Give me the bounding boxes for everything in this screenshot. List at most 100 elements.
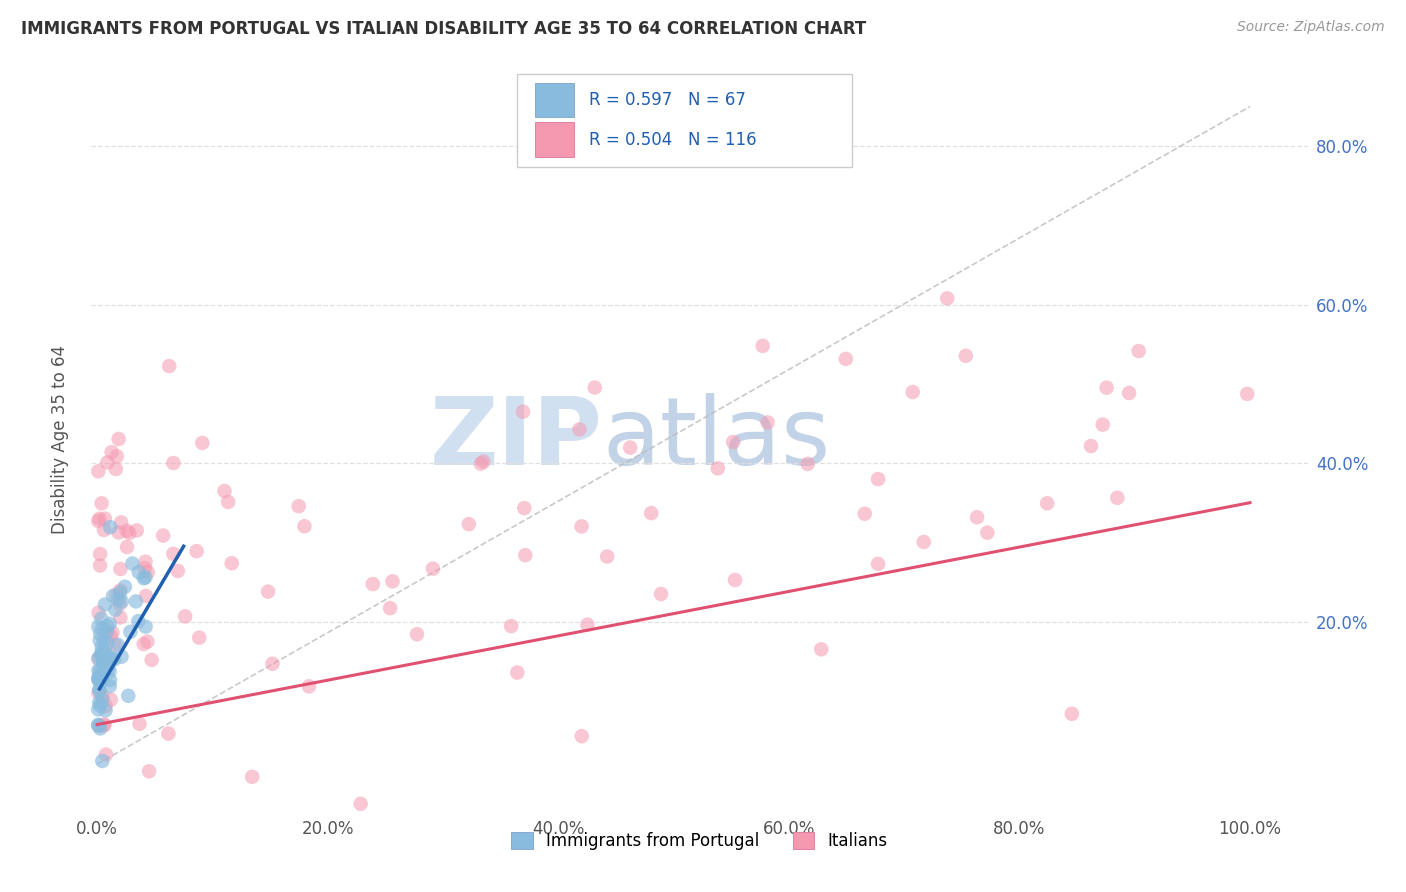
Point bbox=[115, 540, 138, 554]
Point bbox=[94, 646, 117, 660]
Point bbox=[186, 544, 208, 558]
Point bbox=[135, 555, 157, 569]
Point bbox=[1080, 439, 1102, 453]
Point bbox=[107, 592, 129, 607]
Point bbox=[120, 624, 142, 639]
Point bbox=[108, 583, 131, 598]
Point bbox=[91, 692, 114, 706]
FancyBboxPatch shape bbox=[536, 122, 574, 157]
Point bbox=[117, 689, 139, 703]
Point bbox=[107, 432, 129, 446]
Point bbox=[89, 633, 111, 648]
Point bbox=[87, 664, 110, 678]
Point bbox=[350, 797, 373, 811]
Point bbox=[89, 648, 111, 663]
Point bbox=[132, 571, 155, 585]
Point bbox=[796, 457, 818, 471]
Point bbox=[936, 291, 959, 305]
Point bbox=[724, 573, 747, 587]
Point bbox=[115, 524, 138, 538]
Point bbox=[87, 514, 110, 528]
Point bbox=[91, 621, 114, 635]
Text: atlas: atlas bbox=[602, 393, 831, 485]
FancyBboxPatch shape bbox=[517, 74, 852, 168]
Point bbox=[96, 456, 118, 470]
Point bbox=[157, 359, 180, 373]
Point bbox=[91, 689, 114, 703]
Point bbox=[89, 698, 111, 713]
Point bbox=[87, 686, 110, 700]
Point bbox=[121, 557, 143, 571]
Point bbox=[721, 435, 744, 450]
Point bbox=[512, 405, 534, 419]
Point bbox=[103, 652, 125, 666]
Point bbox=[89, 512, 111, 526]
Point bbox=[571, 519, 593, 533]
Point bbox=[89, 627, 111, 641]
Point bbox=[583, 380, 606, 394]
Point bbox=[174, 609, 197, 624]
Point bbox=[506, 665, 529, 680]
Text: Source: ZipAtlas.com: Source: ZipAtlas.com bbox=[1237, 20, 1385, 34]
Point bbox=[568, 422, 591, 436]
Point bbox=[94, 703, 117, 717]
Point bbox=[93, 650, 115, 665]
Point bbox=[955, 349, 977, 363]
Point bbox=[513, 501, 536, 516]
Point bbox=[101, 589, 124, 603]
Point bbox=[214, 483, 236, 498]
Point bbox=[93, 633, 115, 648]
Point bbox=[87, 718, 110, 732]
Point bbox=[90, 496, 112, 510]
Text: R = 0.504   N = 116: R = 0.504 N = 116 bbox=[589, 130, 756, 149]
Point bbox=[90, 640, 112, 654]
Point bbox=[127, 614, 149, 628]
Point bbox=[136, 565, 159, 579]
Point bbox=[751, 339, 773, 353]
Point bbox=[89, 558, 111, 573]
Point bbox=[100, 692, 122, 706]
Point bbox=[406, 627, 429, 641]
Point bbox=[97, 662, 120, 676]
Point bbox=[94, 598, 117, 612]
Point bbox=[96, 636, 118, 650]
Point bbox=[101, 625, 124, 640]
Point bbox=[90, 673, 112, 688]
Point bbox=[470, 457, 492, 471]
Point bbox=[111, 594, 134, 608]
Point bbox=[756, 416, 779, 430]
Point bbox=[87, 651, 110, 665]
Point bbox=[90, 611, 112, 625]
Point bbox=[100, 629, 122, 643]
Point bbox=[134, 570, 156, 584]
Point bbox=[96, 619, 118, 633]
Point bbox=[576, 617, 599, 632]
Point bbox=[125, 524, 148, 538]
Point bbox=[191, 436, 214, 450]
Point bbox=[100, 445, 122, 459]
Point bbox=[93, 655, 115, 669]
Point bbox=[89, 682, 111, 697]
Point bbox=[89, 722, 111, 736]
Text: IMMIGRANTS FROM PORTUGAL VS ITALIAN DISABILITY AGE 35 TO 64 CORRELATION CHART: IMMIGRANTS FROM PORTUGAL VS ITALIAN DISA… bbox=[21, 20, 866, 37]
Point bbox=[105, 450, 128, 464]
Point bbox=[89, 684, 111, 698]
Point bbox=[93, 717, 115, 731]
Point bbox=[472, 454, 495, 468]
Point bbox=[141, 653, 163, 667]
Point bbox=[108, 597, 131, 611]
Point bbox=[707, 461, 730, 475]
Point bbox=[135, 589, 157, 603]
Point bbox=[1060, 706, 1083, 721]
Point bbox=[110, 516, 132, 530]
Point bbox=[571, 729, 593, 743]
Point bbox=[294, 519, 316, 533]
Point bbox=[262, 657, 284, 671]
Point bbox=[87, 718, 110, 732]
Point bbox=[94, 747, 117, 762]
Point bbox=[128, 716, 150, 731]
Point bbox=[868, 472, 890, 486]
Point bbox=[87, 673, 110, 687]
Point bbox=[94, 511, 117, 525]
Point bbox=[96, 648, 118, 662]
